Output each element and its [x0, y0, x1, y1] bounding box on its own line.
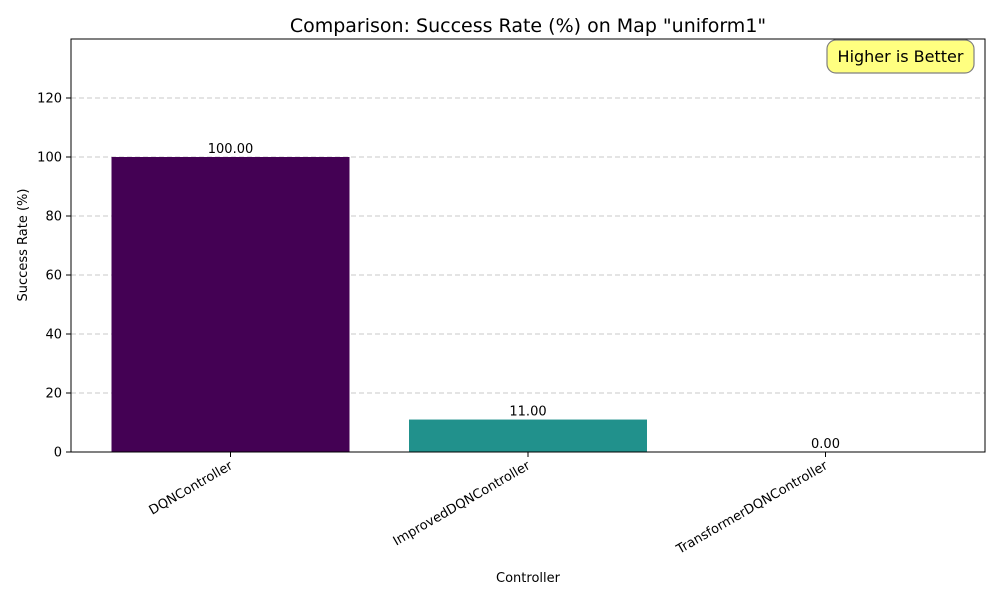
chart-title: Comparison: Success Rate (%) on Map "uni… — [290, 15, 766, 37]
y-tick-label: 120 — [37, 92, 62, 107]
x-tick-label: DQNController — [147, 458, 236, 518]
y-tick-label: 80 — [45, 210, 62, 225]
y-tick-label: 100 — [37, 151, 62, 166]
annotation-box: Higher is Better — [826, 39, 975, 74]
bars — [111, 157, 647, 452]
y-axis-ticks: 0 20 40 60 80 100 120 — [37, 92, 71, 461]
bar-ImprovedDQNController — [409, 419, 647, 452]
y-tick-label: 40 — [45, 328, 62, 343]
annotation-background — [826, 39, 975, 74]
annotation-text: Higher is Better — [838, 47, 964, 66]
y-tick-label: 20 — [45, 387, 62, 402]
x-axis-ticks: DQNController ImprovedDQNController Transf… — [147, 452, 831, 558]
bar-DQNController — [111, 157, 350, 452]
data-label-TransformerDQNController: 0.00 — [811, 437, 840, 452]
data-label-ImprovedDQNController: 11.00 — [509, 405, 546, 420]
y-tick-label: 0 — [54, 446, 62, 461]
data-label-DQNController: 100.00 — [208, 142, 254, 157]
x-axis-label: Controller — [496, 571, 561, 586]
y-tick-label: 60 — [45, 269, 62, 284]
data-labels: 100.00 11.00 0.00 — [208, 142, 840, 452]
x-tick-label: TransformerDQNController — [673, 458, 831, 558]
y-axis-label: Success Rate (%) — [16, 189, 31, 302]
x-tick-label: ImprovedDQNController — [391, 458, 534, 549]
